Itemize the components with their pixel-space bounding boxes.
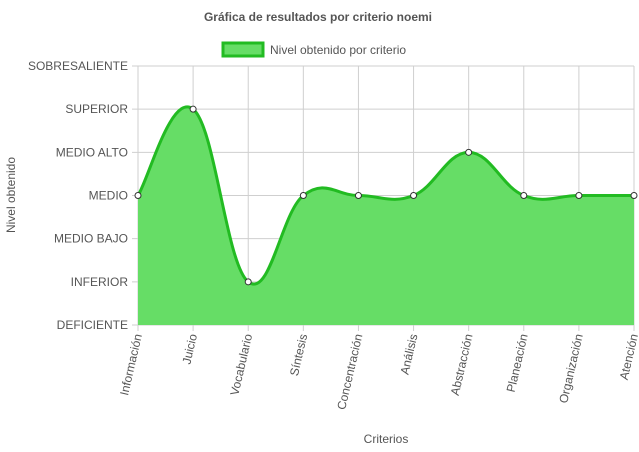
data-point[interactable] — [575, 192, 583, 199]
legend-swatch — [221, 41, 265, 58]
data-point[interactable] — [354, 192, 362, 199]
data-points — [134, 105, 638, 286]
data-point[interactable] — [189, 105, 197, 113]
data-point[interactable] — [299, 192, 307, 199]
y-tick-label: DEFICIENTE — [57, 318, 128, 332]
data-point[interactable] — [630, 192, 638, 199]
data-point[interactable] — [410, 192, 418, 199]
x-tick-label: Concentración — [334, 333, 365, 412]
x-tick-label: Información — [117, 333, 145, 397]
x-axis-label: Criterios — [364, 432, 409, 446]
y-tick-label: SUPERIOR — [65, 102, 128, 116]
x-tick-label: Vocabulario — [227, 332, 255, 397]
y-axis-ticks: DEFICIENTE INFERIOR MEDIO BAJO MEDIO MEDIO A… — [28, 59, 128, 332]
x-tick-label: Abstracción — [448, 333, 476, 397]
x-tick-label: Análisis — [398, 333, 421, 376]
data-point[interactable] — [134, 192, 142, 199]
series-area — [138, 106, 634, 325]
y-tick-label: SOBRESALIENTE — [28, 59, 128, 73]
x-tick-label: Atención — [617, 333, 639, 382]
legend-label: Nivel obtenido por criterio — [270, 43, 406, 57]
y-tick-label: MEDIO — [89, 189, 128, 203]
y-axis-label: Nivel obtenido — [4, 157, 18, 233]
x-axis-ticks: Información Juicio Vocabulario Síntesis Conc… — [117, 332, 639, 411]
legend[interactable]: Nivel obtenido por criterio — [221, 41, 406, 58]
data-point[interactable] — [520, 192, 528, 199]
y-tick-label: INFERIOR — [71, 275, 129, 289]
x-tick-label: Síntesis — [287, 333, 310, 378]
y-tick-label: MEDIO ALTO — [56, 145, 128, 159]
data-point[interactable] — [244, 278, 252, 286]
chart-title: Gráfica de resultados por criterio noemi — [204, 10, 432, 24]
x-tick-label: Organización — [556, 333, 586, 405]
x-tick-label: Juicio — [179, 332, 200, 365]
data-point[interactable] — [465, 148, 473, 156]
y-tick-label: MEDIO BAJO — [54, 232, 128, 246]
x-tick-label: Planeación — [504, 333, 531, 394]
